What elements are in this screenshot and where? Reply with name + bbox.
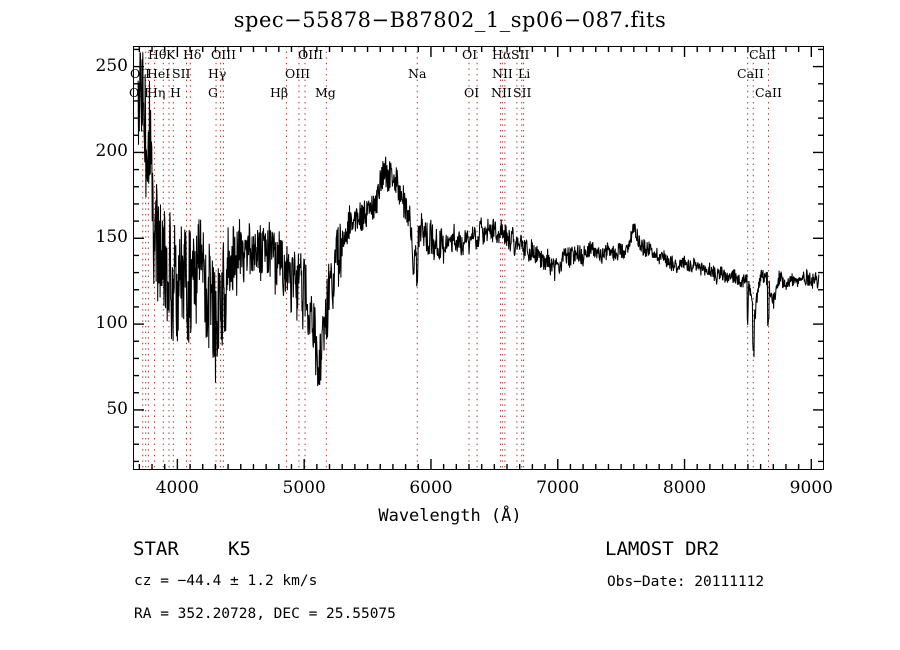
x-axis-label: Wavelength (Å) <box>378 506 522 526</box>
line-label: OIII <box>211 47 237 62</box>
survey-label: LAMOST DR2 <box>605 538 720 560</box>
line-label: HeI <box>147 66 171 81</box>
spectral-class-label: K5 <box>228 538 251 560</box>
x-tick-label: 8000 <box>662 478 707 498</box>
line-label: Na <box>408 66 427 81</box>
line-label: Hα <box>492 47 512 62</box>
y-tick-label: 200 <box>95 141 128 162</box>
x-tick-label: 5000 <box>282 478 326 498</box>
line-label: OII <box>130 66 151 81</box>
y-axis-ticklabels: 50 100 150 200 250 <box>0 0 128 650</box>
line-label: Mg <box>315 85 336 100</box>
line-label: NII <box>492 66 513 81</box>
line-label: H <box>170 85 181 100</box>
line-label: CaII <box>755 85 782 100</box>
line-label: SII <box>172 66 191 81</box>
line-label: NII <box>491 85 512 100</box>
line-label: OI <box>462 47 478 62</box>
x-tick-label: 6000 <box>409 478 453 498</box>
line-label: Hδ <box>183 47 202 62</box>
y-tick-label: 250 <box>95 55 128 76</box>
x-tick-label: 4000 <box>155 478 199 498</box>
object-type-label: STAR <box>133 538 179 560</box>
line-label: Hθ <box>148 47 167 62</box>
coordinates-value: RA = 352.20728, DEC = 25.55075 <box>134 606 396 622</box>
x-tick-label: 9000 <box>789 478 833 498</box>
x-tick-label: 7000 <box>536 478 580 498</box>
line-label: SII <box>511 47 530 62</box>
obs-date-value: Obs−Date: 20111112 <box>607 574 765 590</box>
page-title: spec−55878−B87802_1_sp06−087.fits <box>233 8 667 32</box>
line-label: CaII <box>737 66 764 81</box>
cz-value: cz = −44.4 ± 1.2 km/s <box>134 573 318 589</box>
line-label: OIII <box>298 47 324 62</box>
line-label: Hγ <box>208 66 227 81</box>
line-label: OIII <box>285 66 311 81</box>
line-label: OI <box>464 85 480 100</box>
line-label: G <box>208 85 218 100</box>
line-label: SII <box>513 85 532 100</box>
plot-frame <box>133 46 824 470</box>
line-label: K <box>166 47 176 62</box>
line-label: Li <box>518 66 531 81</box>
line-label: OII <box>129 85 150 100</box>
y-tick-label: 50 <box>106 398 128 419</box>
line-label: CaII <box>749 47 776 62</box>
y-tick-label: 100 <box>95 313 128 334</box>
line-label: Hη <box>147 85 166 100</box>
y-tick-label: 150 <box>95 227 128 248</box>
line-label: Hβ <box>270 85 289 100</box>
